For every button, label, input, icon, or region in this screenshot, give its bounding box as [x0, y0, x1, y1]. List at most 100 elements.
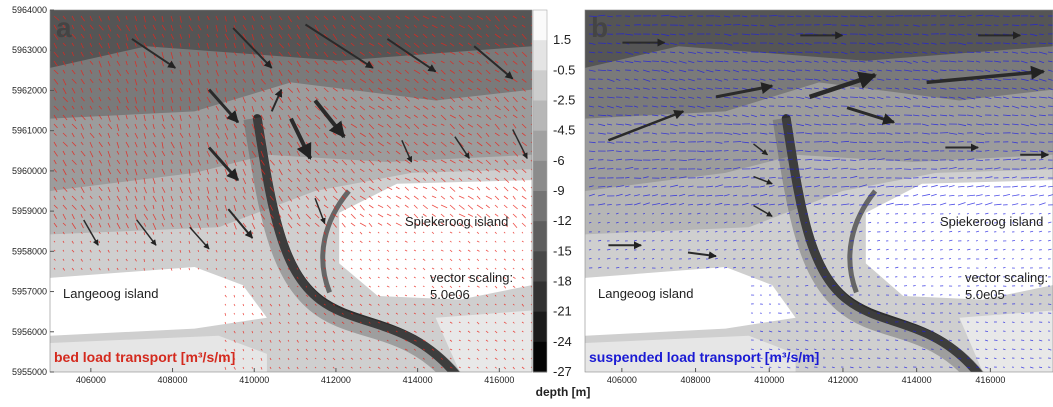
y-tick-label: 5960000 [12, 166, 47, 176]
flow-vector [1039, 133, 1046, 134]
flow-vector [913, 331, 916, 332]
flow-vector [760, 232, 763, 233]
flow-vector [679, 16, 686, 17]
flow-vector [787, 295, 790, 296]
flow-vector [841, 358, 844, 359]
flow-vector [823, 241, 826, 242]
colorbar-band [533, 70, 547, 101]
flow-vector [976, 241, 978, 242]
flow-vector [796, 277, 799, 278]
flow-vector [724, 124, 732, 125]
x-tick-label: 406000 [76, 375, 106, 385]
flow-vector [868, 205, 872, 206]
flow-vector [751, 34, 759, 35]
y-tick-label: 5964000 [12, 5, 47, 15]
flow-vector [607, 151, 614, 152]
flow-vector [931, 97, 936, 98]
flow-vector [832, 340, 835, 341]
colorbar-band [533, 282, 547, 313]
flow-vector [643, 250, 645, 251]
flow-vector [715, 34, 720, 35]
flow-vector [940, 232, 942, 233]
panel-title: bed load transport [m³/s/m] [54, 349, 235, 365]
flow-vector [886, 331, 889, 332]
flow-vector [778, 70, 784, 71]
flow-vector [733, 142, 741, 143]
panel-label: b [591, 12, 608, 43]
flow-vector [859, 331, 862, 332]
colorbar-label: -6 [553, 153, 565, 168]
flow-vector [985, 322, 988, 323]
flow-vector [1021, 115, 1026, 116]
flow-vector [1021, 313, 1024, 314]
flow-vector [787, 97, 793, 98]
flow-vector [625, 160, 633, 161]
flow-vector [243, 295, 244, 297]
flow-vector [715, 268, 718, 269]
flow-vector [1012, 349, 1015, 350]
flow-vector [859, 133, 864, 134]
flow-vector [904, 205, 909, 206]
flow-vector [823, 187, 830, 188]
flow-vector [868, 367, 870, 368]
colorbar-band [533, 40, 547, 71]
flow-vector [967, 88, 972, 89]
colorbar-label: -27 [553, 364, 572, 379]
flow-vector [904, 358, 906, 359]
y-tick-label: 5958000 [12, 246, 47, 256]
flow-vector [724, 151, 729, 152]
flow-vector [967, 61, 974, 62]
flow-vector [670, 250, 673, 251]
flow-vector [832, 70, 838, 71]
flow-vector [760, 322, 763, 323]
flow-vector [787, 232, 790, 233]
flow-vector [724, 169, 732, 170]
panel-label: a [56, 12, 72, 43]
flow-vector [144, 268, 145, 271]
flow-vector [261, 232, 262, 234]
flow-vector [661, 241, 663, 242]
flow-vector [252, 367, 253, 369]
scaling-label: vector scaling: [965, 270, 1048, 285]
y-tick-label: 5961000 [12, 126, 47, 136]
flow-vector [886, 88, 892, 89]
flow-vector [661, 124, 666, 125]
flow-vector [1021, 340, 1024, 341]
flow-vector [1003, 340, 1006, 341]
colorbar-label: -0.5 [553, 62, 575, 77]
flow-vector [778, 151, 782, 152]
colorbar-band [533, 342, 547, 373]
flow-vector [1021, 196, 1025, 197]
flow-vector [859, 277, 862, 278]
flow-vector [733, 232, 736, 233]
island-label: Langeoog island [63, 286, 158, 301]
flow-vector [877, 142, 884, 143]
flow-vector [1048, 304, 1051, 305]
y-tick-label: 5962000 [12, 85, 47, 95]
flow-vector [697, 142, 704, 143]
flow-vector [787, 115, 793, 116]
scaling-value: 5.0e06 [430, 287, 470, 302]
flow-vector [153, 250, 154, 252]
flow-vector [931, 214, 934, 215]
flow-vector [805, 223, 807, 224]
flow-vector [243, 358, 244, 360]
flow-vector [985, 151, 989, 152]
flow-vector [670, 223, 674, 224]
scaling-value: 5.0e05 [965, 287, 1005, 302]
flow-vector [832, 286, 835, 287]
flow-vector [243, 241, 244, 242]
x-tick-label: 406000 [607, 375, 637, 385]
flow-vector [751, 106, 756, 107]
flow-vector [652, 61, 659, 62]
flow-vector [814, 340, 816, 341]
x-tick-label: 412000 [828, 375, 858, 385]
flow-vector [958, 25, 964, 26]
flow-vector [441, 232, 442, 233]
colorbar-band [533, 161, 547, 192]
flow-vector [823, 115, 829, 116]
x-tick-label: 408000 [681, 375, 711, 385]
flow-vector [661, 268, 663, 269]
y-tick-label: 5956000 [12, 327, 47, 337]
flow-vector [778, 97, 784, 98]
